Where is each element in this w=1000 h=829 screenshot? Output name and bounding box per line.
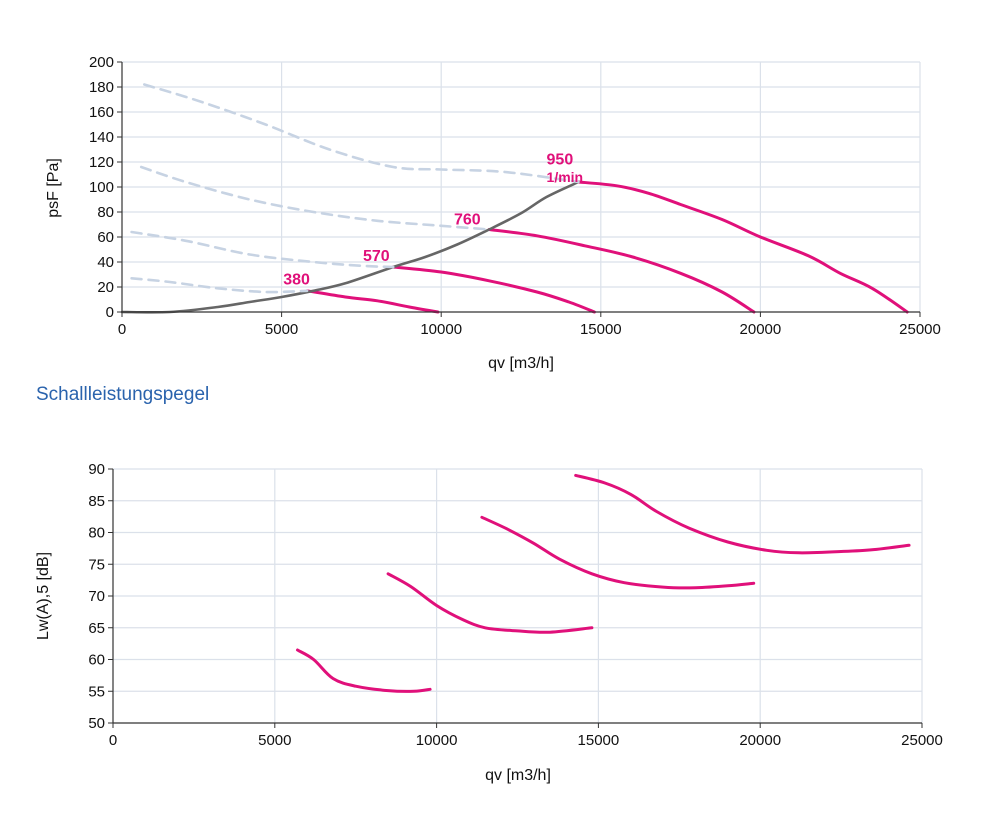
sound-y-tick-label: 65 [88,620,105,637]
pressure-x-axis-label: qv [m3/h] [488,355,554,372]
pressure-speed-label: 760 [454,212,481,229]
pressure-speed-label: 950 [547,152,574,169]
sound-x-tick-label: 5000 [258,732,291,749]
sound-y-tick-label: 70 [88,588,105,605]
pressure-x-tick-label: 10000 [420,321,462,338]
pressure-curve-570 [391,265,596,314]
sound-y-tick-label: 55 [88,683,105,700]
pressure-x-tick-label: 5000 [265,321,298,338]
pressure-grid [122,61,921,312]
sound-x-tick-label: 10000 [416,732,458,749]
sound-x-axis-label: qv [m3/h] [485,767,551,784]
pressure-y-tick-label: 60 [97,229,114,246]
pressure-x-tick-label: 15000 [580,321,622,338]
pressure-speed-label: 380 [283,272,310,289]
sound-curve-760 [480,515,756,590]
sound-grid [113,468,923,723]
pressure-y-tick-label: 100 [89,179,114,196]
sound-y-tick-label: 60 [88,652,105,669]
sound-x-tick-label: 0 [109,732,117,749]
sound-x-tick-label: 20000 [739,732,781,749]
sound-y-tick-label: 75 [88,556,105,573]
pressure-dashed-curve [130,277,309,294]
pressure-x-tick-label: 20000 [740,321,782,338]
pressure-x-tick-label: 25000 [899,321,941,338]
pressure-y-axis-label: psF [Pa] [45,158,62,218]
sound-y-tick-label: 85 [88,493,105,510]
pressure-chart: 0 5000 10000 15000 20000 25000 0 20 40 60 80 100 120… [45,54,941,372]
pressure-y-tick-label: 20 [97,279,114,296]
pressure-y-tick-label: 80 [97,204,114,221]
pressure-dashed-curve [139,165,491,231]
sound-x-tick-label: 25000 [901,732,943,749]
pressure-y-tick-label: 200 [89,54,114,71]
pressure-system-curve [120,180,580,314]
pressure-dashed-curve [130,230,395,269]
pressure-speed-label: 1/min [547,169,584,185]
pressure-y-tick-label: 180 [89,79,114,96]
sound-y-tick-label: 90 [88,461,105,478]
sound-y-axis-label: Lw(A),5 [dB] [35,552,52,640]
sound-y-tick-label: 80 [88,525,105,542]
pressure-y-tick-label: 160 [89,104,114,121]
pressure-speed-label: 570 [363,248,390,265]
pressure-curve-760 [487,228,756,314]
sound-tick-labels: 0 5000 10000 15000 20000 25000 50 55 60 65 70 75 80 8… [88,461,943,749]
pressure-tick-labels: 0 5000 10000 15000 20000 25000 0 20 40 60 80 100 120… [89,54,941,338]
sound-axes [108,468,923,728]
pressure-x-tick-label: 0 [118,321,126,338]
pressure-curves [120,83,909,314]
section-heading: Schallleistungspegel [36,384,210,405]
pressure-y-tick-label: 40 [97,254,114,271]
sound-curve-570 [386,572,594,634]
pressure-curve-950 [577,180,909,314]
sound-x-tick-label: 15000 [578,732,620,749]
sound-y-tick-label: 50 [88,715,105,732]
pressure-curve-380 [305,289,440,314]
sound-curves [296,473,911,693]
pressure-dashed-curve [143,83,580,184]
sound-curve-380 [296,648,432,693]
pressure-axes [117,61,921,317]
pressure-y-tick-label: 120 [89,154,114,171]
sound-curve-950 [574,473,911,555]
pressure-y-tick-label: 0 [106,304,114,321]
pressure-y-tick-label: 140 [89,129,114,146]
